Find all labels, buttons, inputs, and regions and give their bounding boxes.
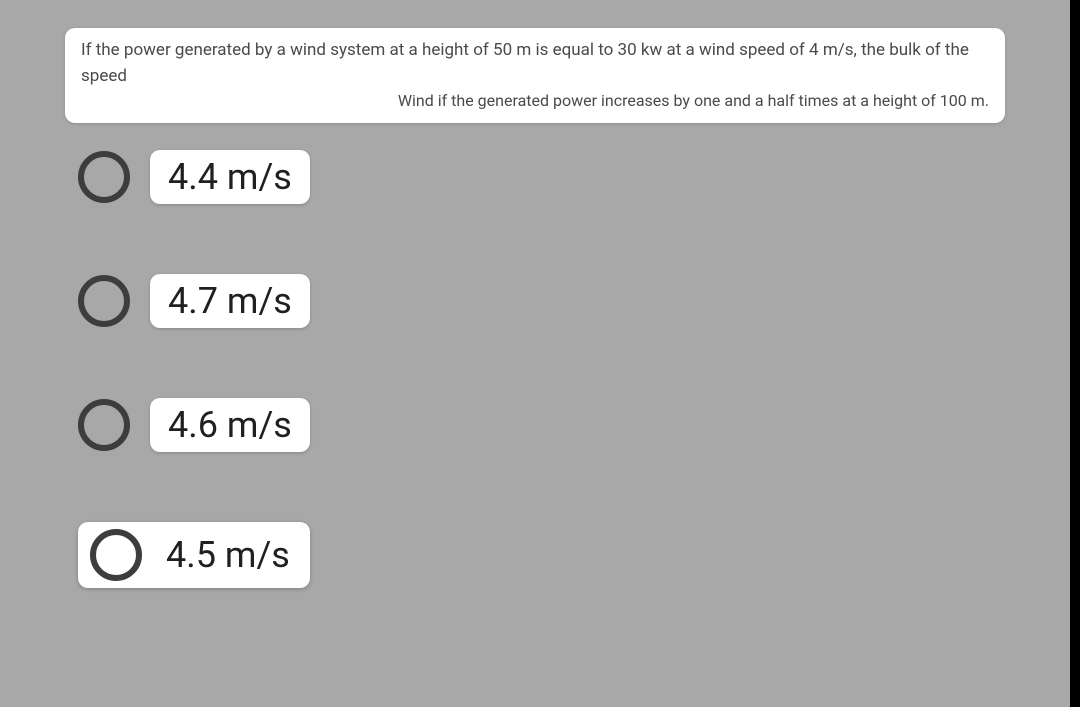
- answer-text: 4.7 m/s: [168, 280, 292, 322]
- answer-pill[interactable]: 4.7 m/s: [150, 274, 310, 328]
- radio-button[interactable]: [78, 151, 130, 203]
- right-edge-bar: [1070, 0, 1080, 707]
- options-container: 4.4 m/s 4.7 m/s 4.6 m/s 4.5 m/s: [78, 150, 310, 658]
- answer-pill[interactable]: 4.5 m/s: [166, 528, 304, 582]
- answer-text: 4.4 m/s: [168, 156, 292, 198]
- option-row[interactable]: 4.7 m/s: [78, 274, 310, 328]
- radio-button[interactable]: [78, 399, 130, 451]
- question-text-line2: Wind if the generated power increases by…: [81, 89, 989, 113]
- answer-text: 4.6 m/s: [168, 404, 292, 446]
- option-row[interactable]: 4.6 m/s: [78, 398, 310, 452]
- option-row-highlighted[interactable]: 4.5 m/s: [78, 522, 310, 588]
- answer-pill[interactable]: 4.4 m/s: [150, 150, 310, 204]
- question-text-line1: If the power generated by a wind system …: [81, 38, 989, 89]
- question-card: If the power generated by a wind system …: [65, 28, 1005, 123]
- radio-button[interactable]: [78, 275, 130, 327]
- answer-pill[interactable]: 4.6 m/s: [150, 398, 310, 452]
- radio-button[interactable]: [90, 529, 142, 581]
- answer-text: 4.5 m/s: [166, 534, 290, 576]
- option-row[interactable]: 4.4 m/s: [78, 150, 310, 204]
